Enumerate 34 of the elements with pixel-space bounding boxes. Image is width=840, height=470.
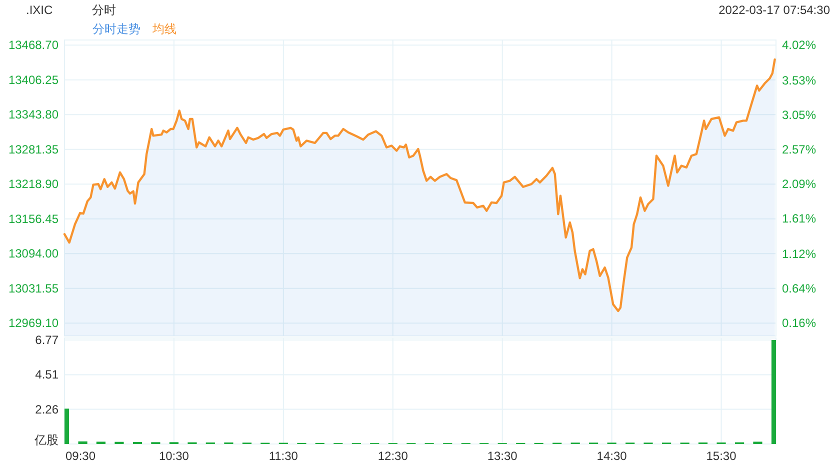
y2-tick-label: 2.09%	[782, 177, 816, 192]
x-tick-label: 15:30	[706, 449, 737, 463]
x-tick-label: 09:30	[65, 449, 96, 463]
y-tick-label: 13406.25	[8, 72, 59, 87]
y-tick-label: 13281.35	[8, 142, 59, 156]
y2-tick-label: 1.12%	[782, 246, 816, 261]
y-tick-label: 13218.90	[8, 177, 59, 192]
x-tick-label: 12:30	[378, 449, 408, 463]
y2-tick-label: 0.16%	[782, 316, 816, 330]
y-tick-label: 2.26	[35, 402, 59, 416]
y2-tick-label: 4.02%	[782, 38, 816, 52]
x-tick-label: 10:30	[158, 449, 190, 463]
y-tick-label: 13468.70	[8, 38, 59, 52]
text: 分时走势	[92, 22, 140, 36]
chart-subtitle: 分时	[92, 3, 116, 17]
text: 2022-03-17 07:54:30	[718, 3, 830, 17]
y2-tick-label: 0.64%	[782, 281, 816, 296]
text: 均线	[152, 22, 176, 36]
y-tick-label: 6.77	[35, 332, 59, 347]
x-tick-label: 11:30	[268, 449, 298, 463]
y2-tick-label: 2.57%	[782, 142, 816, 156]
y2-tick-label: 3.05%	[782, 108, 816, 122]
y-tick-label: 13343.80	[8, 108, 59, 122]
chart-title: .IXIC	[26, 3, 54, 17]
x-tick-label: 13:30	[487, 449, 518, 463]
y-tick-label: 13094.00	[8, 246, 59, 261]
y-tick-label: 4.51	[35, 368, 59, 382]
y2-tick-label: 1.61%	[782, 212, 816, 226]
x-tick-label: 14:30	[596, 449, 628, 463]
y-tick-label: 13031.55	[8, 281, 59, 296]
y-tick-label: 亿股	[34, 433, 58, 447]
y2-tick-label: 3.53%	[782, 73, 816, 88]
y-tick-label: 13156.45	[8, 212, 59, 226]
y-tick-label: 12969.10	[8, 316, 59, 330]
